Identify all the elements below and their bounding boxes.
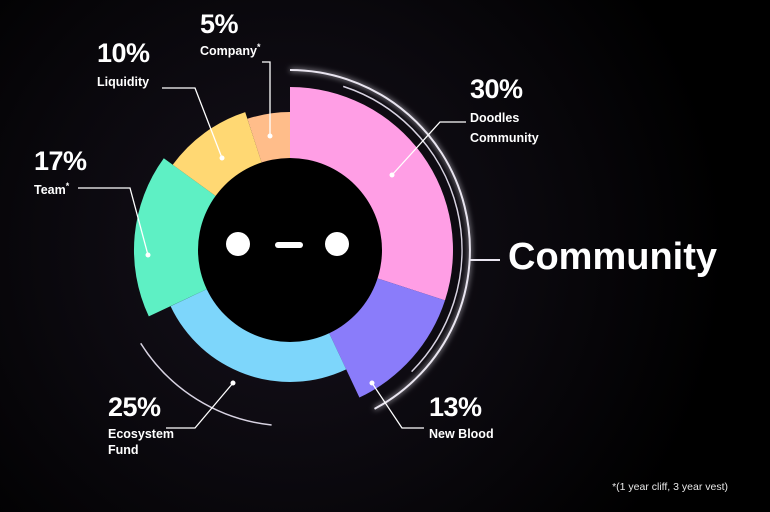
- pct-label-company: 5%: [200, 9, 239, 39]
- center-face: [198, 158, 382, 342]
- community-bracket-outer: [289, 69, 471, 410]
- name-label-doodles-community: Doodles: [470, 111, 519, 125]
- leader-new-blood: [371, 382, 424, 429]
- pct-label-doodles-community: 30%: [470, 74, 523, 104]
- leader-doodles-community: [391, 121, 466, 176]
- slice-team: [133, 158, 218, 317]
- leader-dot-liquidity: [219, 155, 225, 161]
- vesting-footnote: *(1 year cliff, 3 year vest): [612, 481, 728, 493]
- slice-new-blood: [328, 277, 445, 398]
- name-label-new-blood: New Blood: [429, 427, 494, 441]
- right-eye-icon: [325, 232, 349, 256]
- leader-ecosystem-fund: [166, 382, 234, 429]
- name-label-liquidity: Liquidity: [97, 75, 149, 89]
- left-eye-icon: [226, 232, 250, 256]
- leader-dot-ecosystem-fund: [230, 380, 236, 386]
- pct-label-liquidity: 10%: [97, 38, 150, 68]
- slice-liquidity: [172, 112, 263, 198]
- leader-liquidity: [162, 87, 223, 159]
- name-label-ecosystem-fund: Fund: [108, 443, 139, 457]
- leader-dot-company: [267, 133, 273, 139]
- leader-dot-team: [145, 252, 151, 258]
- leader-dot-doodles-community: [389, 172, 395, 178]
- community-bracket-inner: [342, 85, 463, 373]
- name-label-ecosystem-fund: Ecosystem: [108, 427, 174, 441]
- pct-label-team: 17%: [34, 146, 87, 176]
- leader-dot-new-blood: [369, 380, 375, 386]
- community-label: Community: [508, 236, 717, 278]
- name-label-team: Team*: [34, 181, 70, 197]
- pct-label-new-blood: 13%: [429, 392, 482, 422]
- ecosystem-bracket: [140, 342, 272, 426]
- name-label-doodles-community: Community: [470, 131, 539, 145]
- slice-company: [247, 112, 290, 165]
- slice-doodles-community: [290, 87, 453, 301]
- leader-company: [262, 61, 271, 136]
- pct-label-ecosystem-fund: 25%: [108, 392, 161, 422]
- name-label-company: Company*: [200, 42, 261, 58]
- mouth-icon: [275, 242, 303, 248]
- leader-team: [78, 187, 149, 256]
